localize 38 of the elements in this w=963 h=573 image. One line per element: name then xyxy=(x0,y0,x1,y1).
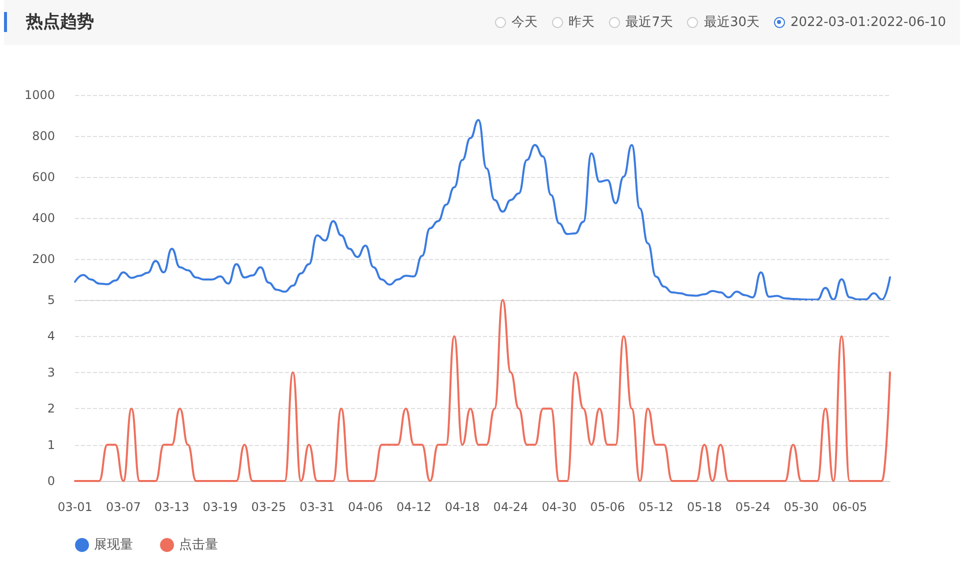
x-tick-label: 05-30 xyxy=(784,500,819,514)
y-tick-label: 800 xyxy=(32,129,55,143)
x-tick-label: 03-25 xyxy=(251,500,286,514)
line-series xyxy=(74,299,891,482)
x-tick-label: 04-18 xyxy=(444,500,480,514)
x-tick-label: 04-24 xyxy=(493,500,528,514)
y-tick-label: 3 xyxy=(47,365,55,380)
x-tick-label: 05-06 xyxy=(590,500,626,514)
x-tick-label: 04-30 xyxy=(542,500,577,514)
y-tick-label: 2 xyxy=(47,402,55,416)
text: 最近30天 xyxy=(704,14,760,31)
x-tick-label: 04-12 xyxy=(396,500,432,514)
x-tick-label: 03-13 xyxy=(154,500,190,514)
y-tick-label: 5 xyxy=(47,293,55,307)
x-tick-label: 05-18 xyxy=(686,500,722,514)
text: 最近7天 xyxy=(626,14,673,31)
text: 今天 xyxy=(512,14,538,31)
chart-title: 热点趋势 xyxy=(26,11,94,33)
x-tick-label: 06-05 xyxy=(832,500,868,514)
legend-label: 点击量 xyxy=(179,538,218,552)
x-tick-label: 03-31 xyxy=(300,500,335,514)
y-tick-label: 1000 xyxy=(24,88,55,102)
x-tick-label: 03-19 xyxy=(202,500,238,514)
y-tick-label: 400 xyxy=(32,211,55,225)
y-tick-label: 600 xyxy=(32,170,55,184)
legend-label: 展现量 xyxy=(94,538,133,552)
y-tick-label: 1 xyxy=(47,438,55,452)
y-tick-label: 200 xyxy=(32,252,55,266)
x-tick-label: 03-01 xyxy=(58,500,92,514)
x-tick-label: 05-24 xyxy=(735,500,770,514)
y-tick-label: 0 xyxy=(47,474,55,488)
text: 2022-03-01:2022-06-10 xyxy=(790,14,946,30)
x-tick-label: 03-07 xyxy=(106,500,141,514)
x-tick-label: 05-12 xyxy=(638,500,674,514)
line-series xyxy=(74,119,891,301)
y-tick-label: 4 xyxy=(47,329,55,344)
x-tick-label: 04-06 xyxy=(348,500,383,514)
text: 昨天 xyxy=(568,14,595,31)
